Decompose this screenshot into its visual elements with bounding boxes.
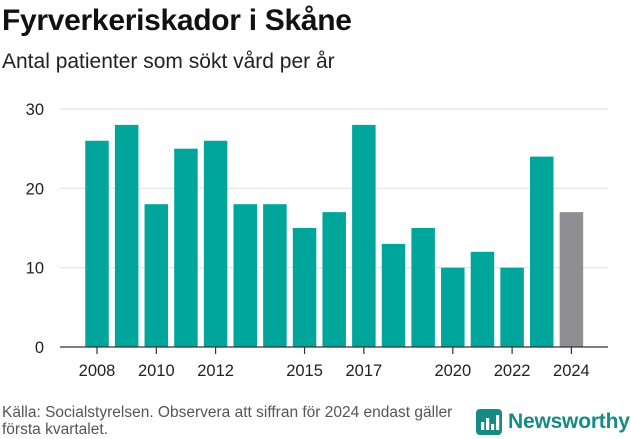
y-tick-label-10: 10 [26, 260, 44, 278]
bar-2019 [411, 228, 435, 347]
y-tick-label-0: 0 [35, 339, 44, 357]
bar-2014 [263, 204, 287, 347]
x-tick-label-2017: 2017 [345, 362, 382, 380]
bar-2022 [500, 267, 524, 347]
bar-2008 [85, 140, 109, 347]
source-note: Källa: Socialstyrelsen. Observera att si… [2, 404, 453, 438]
bar-2012 [203, 140, 228, 347]
bar-2015 [292, 228, 317, 347]
bar-chart-logo-icon [476, 409, 502, 435]
bar-2020 [441, 267, 465, 347]
y-tick-label-30: 30 [26, 101, 44, 119]
bar-2010 [144, 204, 169, 347]
bar-2016 [322, 212, 346, 347]
bars [85, 124, 584, 348]
x-tick-label-2015: 2015 [286, 362, 323, 380]
brand-name: Newsworthy [508, 410, 630, 433]
bar-chart: 0 10 20 30 2008 2010 2012 2015 2017 2020 2022 2024 [26, 101, 608, 380]
bar-2017 [352, 124, 376, 348]
bar-2009 [114, 124, 139, 348]
x-tick-label-2024: 2024 [553, 362, 590, 380]
chart-subtitle: Antal patienter som sökt vård per år [2, 50, 335, 73]
bar-2021 [470, 251, 495, 347]
brand-logo: Newsworthy [476, 409, 630, 435]
x-tick-label-2012: 2012 [197, 362, 234, 380]
bar-2023 [530, 156, 554, 347]
y-tick-label-20: 20 [26, 180, 44, 198]
x-tick-label-2008: 2008 [79, 362, 116, 380]
x-tick-label-2020: 2020 [434, 362, 471, 380]
bar-2024 [559, 212, 584, 347]
x-tick-label-2010: 2010 [138, 362, 175, 380]
x-axis-tick-labels: 2008 2010 2012 2015 2017 2020 2022 2024 [79, 347, 590, 380]
bar-2018 [381, 243, 406, 347]
chart-title: Fyrverkeriskador i Skåne [2, 4, 352, 37]
x-tick-label-2022: 2022 [494, 362, 531, 380]
bar-2011 [174, 148, 198, 347]
bar-2013 [233, 204, 257, 347]
y-axis-tick-labels: 0 10 20 30 [26, 101, 44, 357]
